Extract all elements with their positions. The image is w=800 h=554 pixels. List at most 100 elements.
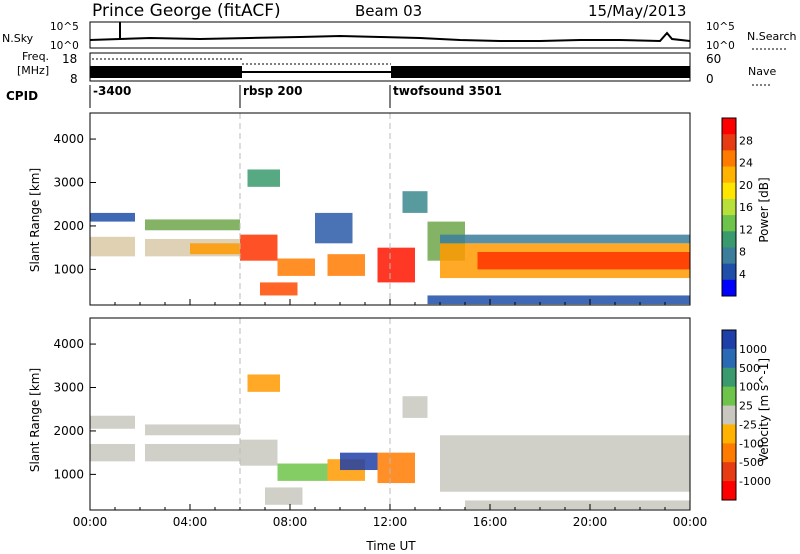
xtick-label: 04:00 bbox=[173, 515, 208, 529]
colorbar-tick-label: 12 bbox=[739, 223, 753, 236]
scatter-band bbox=[90, 236, 135, 257]
colorbar-swatch bbox=[722, 424, 736, 444]
scatter-band bbox=[260, 282, 298, 296]
scatter-band bbox=[145, 443, 240, 462]
station-title: Prince George (fitACF) bbox=[92, 1, 281, 21]
scatter-band bbox=[90, 443, 135, 462]
nsky-trace bbox=[89, 31, 691, 43]
colorbar-tick-label: -1000 bbox=[739, 475, 771, 488]
ytick-label: 1000 bbox=[53, 467, 84, 481]
colorbar-tick-label: -25 bbox=[739, 418, 757, 431]
power-ylabel: Slant Range [km] bbox=[28, 168, 42, 272]
cpid-segment-label: twofsound 3501 bbox=[393, 84, 502, 98]
colorbar-swatch bbox=[722, 405, 736, 425]
ytick-label: 1000 bbox=[53, 262, 84, 276]
colorbar-swatch bbox=[722, 367, 736, 388]
ytick-label: 2000 bbox=[53, 424, 84, 438]
colorbar-swatch bbox=[722, 166, 736, 184]
nave-label: Nave bbox=[748, 65, 776, 78]
colorbar-swatch bbox=[722, 481, 736, 501]
scatter-band bbox=[145, 424, 240, 436]
freq-tick-top: 18 bbox=[62, 52, 77, 66]
freq-block-left bbox=[90, 66, 242, 78]
scatter-band bbox=[327, 254, 365, 276]
colorbar-frame bbox=[721, 117, 737, 297]
velocity-ylabel: Slant Range [km] bbox=[28, 368, 42, 472]
colorbar-frame bbox=[721, 329, 737, 501]
nsky-strip-frame bbox=[89, 21, 691, 49]
scatter-band bbox=[90, 212, 135, 222]
xtick-label: 12:00 bbox=[373, 515, 408, 529]
scatter-band bbox=[277, 463, 328, 481]
colorbar-swatch bbox=[722, 215, 736, 232]
colorbar-swatch bbox=[722, 118, 736, 135]
scatter-band bbox=[240, 439, 278, 466]
colorbar-swatch bbox=[722, 443, 736, 463]
colorbar-tick-label: 8 bbox=[739, 246, 746, 259]
scatter-band bbox=[247, 169, 280, 187]
nsky-tick-bottom: 10^0 bbox=[50, 40, 79, 52]
cpid-segment-label: -3400 bbox=[93, 84, 131, 98]
nsearch-tick-top: 10^5 bbox=[706, 21, 735, 33]
nave-tick-bottom: 0 bbox=[706, 72, 714, 86]
colorbar-swatch bbox=[722, 198, 736, 216]
nsearch-tick-bottom: 10^0 bbox=[706, 40, 735, 52]
colorbar-swatch bbox=[722, 150, 736, 168]
scatter-band bbox=[315, 212, 353, 244]
colorbar-tick-label: 25 bbox=[739, 400, 753, 413]
ytick-label: 3000 bbox=[53, 176, 84, 190]
xtick-label: 16:00 bbox=[473, 515, 508, 529]
xtick-label: 00:00 bbox=[673, 515, 708, 529]
xaxis-label: Time UT bbox=[365, 539, 416, 553]
scatter-band bbox=[465, 500, 690, 510]
colorbar-tick-label: 20 bbox=[739, 179, 753, 192]
beam-label: Beam 03 bbox=[355, 2, 422, 20]
power-panel: 1000 2000 3000 4000 28 24 20 16 12 8 4 bbox=[53, 112, 753, 306]
colorbar-tick-label: 1000 bbox=[739, 343, 767, 356]
colorbar-swatch bbox=[722, 279, 736, 297]
colorbar-swatch bbox=[722, 247, 736, 265]
colorbar-swatch bbox=[722, 348, 736, 369]
colorbar-tick-label: 16 bbox=[739, 201, 753, 214]
cpid-label: CPID bbox=[6, 89, 38, 103]
colorbar-tick-label: -500 bbox=[739, 456, 764, 469]
ytick-label: 4000 bbox=[53, 132, 84, 146]
power-colorbar-label: Power [dB] bbox=[757, 177, 771, 242]
scatter-band bbox=[440, 234, 690, 244]
nsky-tick-top: 10^5 bbox=[50, 21, 79, 33]
colorbar-swatch bbox=[722, 386, 736, 407]
scatter-band bbox=[402, 191, 428, 213]
nave-tick-top: 60 bbox=[706, 52, 721, 66]
colorbar-swatch bbox=[722, 462, 736, 482]
xtick-label: 08:00 bbox=[273, 515, 308, 529]
colorbar-tick-label: -100 bbox=[739, 437, 764, 450]
scatter-band bbox=[247, 374, 280, 392]
nsky-label: N.Sky bbox=[2, 32, 34, 45]
cpid-segments: -3400 rbsp 200 twofsound 3501 bbox=[89, 84, 502, 108]
colorbar-swatch bbox=[722, 263, 736, 281]
scatter-band bbox=[145, 219, 240, 231]
colorbar-swatch bbox=[722, 330, 736, 350]
colorbar-tick-label: 500 bbox=[739, 362, 760, 375]
xtick-label: 00:00 bbox=[73, 515, 108, 529]
scatter-band bbox=[340, 452, 378, 471]
freq-label: Freq. bbox=[22, 50, 49, 63]
ytick-label: 3000 bbox=[53, 381, 84, 395]
scatter-band bbox=[477, 252, 690, 270]
freq-unit: [MHz] bbox=[17, 64, 49, 77]
scatter-band bbox=[240, 234, 278, 261]
scatter-band bbox=[377, 452, 415, 484]
scatter-band bbox=[427, 295, 690, 305]
scatter-band bbox=[440, 435, 690, 492]
colorbar-swatch bbox=[722, 182, 736, 200]
colorbar-swatch bbox=[722, 134, 736, 151]
scatter-band bbox=[90, 415, 135, 429]
scatter-band bbox=[277, 258, 315, 276]
colorbar-tick-label: 24 bbox=[739, 157, 753, 170]
ytick-label: 4000 bbox=[53, 337, 84, 351]
colorbar-swatch bbox=[722, 231, 736, 248]
scatter-band bbox=[402, 396, 428, 418]
colorbar-tick-label: 28 bbox=[739, 134, 753, 147]
colorbar-tick-label: 100 bbox=[739, 381, 760, 394]
